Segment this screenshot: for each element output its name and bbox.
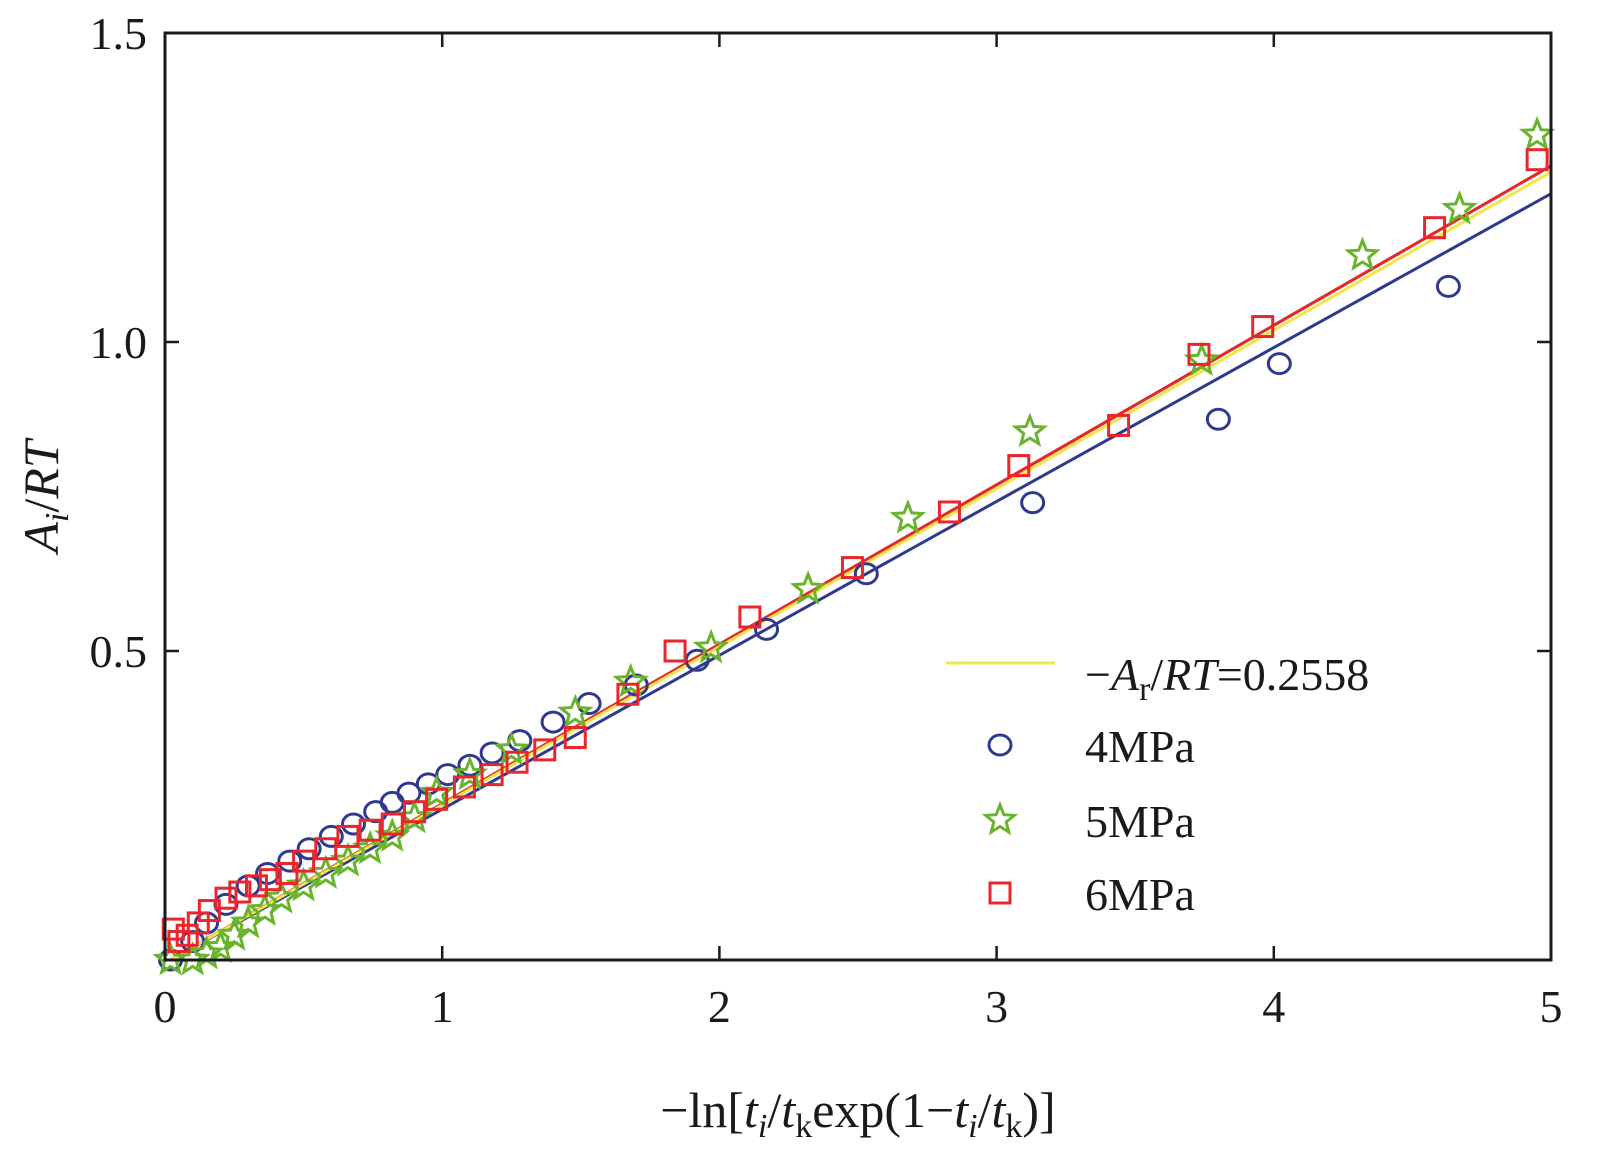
data-point-5MPa [285, 866, 322, 902]
data-point-6MPa [616, 682, 640, 706]
data-point-5MPa [229, 903, 267, 939]
y-tick-label: 0.5 [90, 626, 148, 677]
y-tick-label: 1.0 [90, 317, 148, 368]
data-point-6MPa [292, 849, 316, 873]
data-point-6MPa [425, 787, 449, 811]
x-axis-title: −ln[ti/tkexp(1−ti/tk)] [660, 1082, 1055, 1145]
plot-frame [163, 31, 1553, 962]
x-tick-label: 5 [1540, 981, 1563, 1032]
data-point-5MPa [174, 940, 211, 976]
data-point-6MPa [380, 812, 404, 836]
data-point-5MPa [692, 628, 730, 664]
data-point-6MPa [336, 824, 360, 848]
data-point-4MPa [1435, 274, 1461, 298]
data-point-6MPa [563, 726, 587, 750]
x-tick-label: 0 [154, 981, 177, 1032]
data-point-5MPa [789, 570, 827, 605]
plot-area [152, 115, 1556, 976]
data-point-6MPa [937, 500, 961, 524]
data-point-5MPa [246, 891, 284, 927]
data-point-5MPa [263, 879, 300, 914]
data-point-6MPa [505, 750, 529, 774]
data-point-4MPa [1020, 491, 1046, 515]
legend-label-6MPa: 6MPa [1085, 869, 1195, 920]
data-point-4MPa [540, 710, 566, 734]
data-point-6MPa [358, 818, 382, 842]
data-point-6MPa [452, 775, 476, 799]
data-point-4MPa [754, 617, 780, 641]
data-point-4MPa [296, 837, 322, 861]
x-tick-label: 2 [708, 981, 731, 1032]
data-point-4MPa [853, 562, 879, 586]
data-point-4MPa [479, 741, 505, 765]
data-point-6MPa [402, 800, 426, 824]
data-point-6MPa [1187, 342, 1211, 366]
legend-marker-4MPa [987, 733, 1013, 757]
data-point-6MPa [275, 861, 299, 885]
y-axis-title: Ai/RT [13, 437, 76, 555]
legend-marker-6MPa [988, 881, 1012, 905]
data-point-6MPa [228, 880, 252, 904]
data-point-6MPa [167, 929, 191, 953]
legend-marker-5MPa [981, 800, 1019, 836]
data-point-6MPa [161, 917, 185, 941]
data-point-6MPa [214, 886, 238, 910]
data-point-5MPa [1344, 236, 1381, 271]
data-point-5MPa [889, 498, 927, 534]
data-point-6MPa [197, 899, 221, 923]
data-point-4MPa [340, 812, 366, 836]
data-point-4MPa [379, 790, 405, 814]
data-point-6MPa [840, 556, 864, 580]
data-point-4MPa [235, 874, 261, 898]
data-point-5MPa [557, 693, 594, 729]
data-point-4MPa [277, 849, 303, 873]
data-point-6MPa [533, 738, 557, 762]
legend-fit-label: −Ar/RT=0.2558 [1085, 649, 1369, 708]
data-point-5MPa [1441, 189, 1478, 225]
data-point-5MPa [1011, 412, 1049, 448]
legend: −Ar/RT=0.2558 4MPa 5MPa 6MPa [946, 649, 1369, 920]
legend-label-5MPa: 5MPa [1085, 796, 1195, 847]
y-tick-label: 1.5 [90, 8, 148, 59]
data-point-6MPa [258, 868, 282, 892]
data-point-6MPa [244, 874, 268, 898]
data-point-4MPa [576, 692, 602, 716]
x-tick-label: 3 [985, 981, 1008, 1032]
data-point-5MPa [1519, 115, 1556, 151]
data-point-5MPa [1183, 341, 1220, 377]
data-point-6MPa [1423, 216, 1447, 240]
data-point-6MPa [1007, 454, 1031, 478]
x-tick-label: 1 [431, 981, 454, 1032]
data-point-4MPa [318, 824, 344, 848]
axis-ticks: 0 1 2 3 4 5 0.5 1.0 1.5 [90, 8, 1563, 1032]
data-point-6MPa [1251, 315, 1275, 339]
data-point-6MPa [480, 763, 504, 787]
data-point-4MPa [1205, 407, 1231, 431]
data-point-6MPa [1525, 148, 1549, 172]
data-point-5MPa [493, 730, 530, 766]
data-point-5MPa [612, 662, 649, 698]
x-tick-label: 4 [1262, 981, 1285, 1032]
data-point-6MPa [314, 837, 338, 861]
data-point-4MPa [1266, 352, 1292, 376]
data-point-6MPa [738, 605, 762, 629]
data-point-6MPa [1107, 413, 1131, 437]
legend-series-entries: 4MPa 5MPa 6MPa [981, 721, 1195, 920]
data-point-6MPa [663, 639, 687, 663]
legend-label-4MPa: 4MPa [1085, 721, 1195, 772]
